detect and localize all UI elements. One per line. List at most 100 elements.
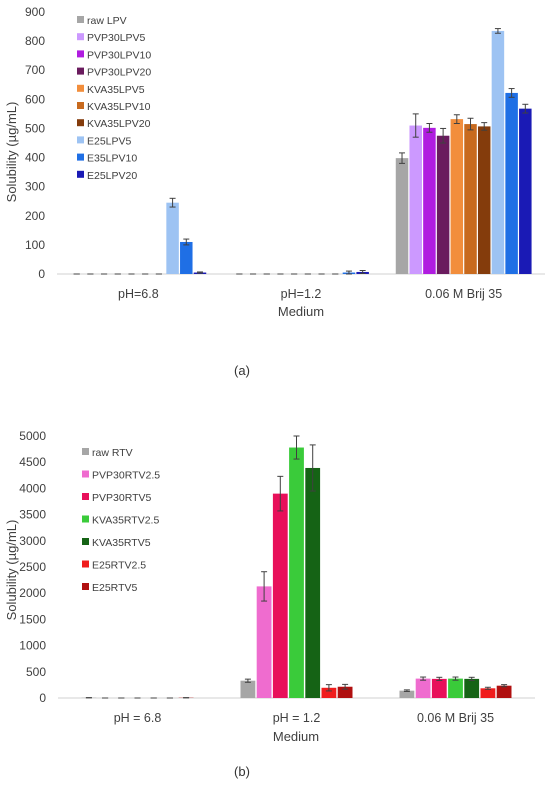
- error-bar: [452, 676, 459, 681]
- error-bar: [196, 271, 203, 274]
- error-bar: [277, 475, 284, 512]
- y-tick-label: 100: [25, 238, 45, 252]
- y-tick-label: 700: [25, 63, 45, 77]
- category-label: 0.06 M Brij 35: [417, 711, 494, 725]
- error-bar: [342, 683, 349, 690]
- legend-entry: PVP30LPV5: [87, 32, 146, 44]
- bar-b: [415, 678, 431, 698]
- y-tick-label: 1000: [19, 639, 46, 653]
- legend-swatch: [77, 50, 84, 58]
- legend-entry: PVP30LPV20: [87, 67, 151, 79]
- legend-entry: E35LPV10: [87, 153, 137, 165]
- legend-swatch: [77, 102, 84, 109]
- bar-a: [477, 126, 491, 274]
- error-bar: [244, 678, 251, 683]
- legend-swatch: [82, 493, 89, 500]
- y-tick-label: 500: [26, 665, 46, 679]
- error-bar: [468, 676, 475, 681]
- legend-swatch: [77, 67, 84, 75]
- error-bar: [403, 689, 410, 692]
- legend-swatch: [77, 33, 84, 41]
- y-tick-label: 3000: [19, 534, 46, 548]
- legend-entry: PVP30RTV5: [92, 492, 151, 504]
- chart-b: Solubility (µg/mL) Medium (b) 0 500 1000 15…: [4, 429, 535, 779]
- y-tick-label: 5000: [19, 429, 46, 443]
- bar-b: [337, 686, 353, 698]
- y-tick-label: 2000: [19, 586, 46, 600]
- bar-b: [399, 690, 415, 698]
- y-tick-label: 1500: [19, 612, 46, 626]
- y-axis-title-a: Solubility (µg/mL): [4, 102, 19, 203]
- y-tick-label: 200: [25, 209, 45, 223]
- legend: raw RTV PVP30RTV2.5 PVP30RTV5 KVA35RTV2.5 KV…: [82, 447, 160, 594]
- legend-swatch: [82, 470, 89, 478]
- y-tick-label: 900: [25, 5, 45, 19]
- bar-b: [272, 493, 288, 698]
- error-bar: [293, 435, 300, 460]
- category-label: pH=1.2: [281, 287, 322, 301]
- error-bar: [436, 676, 443, 681]
- legend-entry: KVA35RTV2.5: [92, 515, 159, 527]
- legend: raw LPV PVP30LPV5 PVP30LPV10 PVP30LPV20 KVA3…: [77, 15, 151, 182]
- legend-entry: E25RTV5: [92, 582, 137, 594]
- bar-a: [180, 241, 193, 274]
- legend-swatch: [77, 119, 84, 127]
- legend-swatch: [82, 538, 89, 545]
- caption-a: (a): [234, 363, 250, 378]
- legend-swatch: [77, 84, 84, 92]
- error-bar: [169, 197, 176, 208]
- y-tick-label: 3500: [19, 508, 46, 522]
- y-tick-label: 2500: [19, 560, 46, 574]
- bar-a: [519, 108, 532, 274]
- bar-a: [491, 30, 505, 274]
- error-bar: [325, 684, 332, 692]
- category-label: pH = 1.2: [273, 711, 321, 725]
- bar-a: [464, 124, 477, 274]
- bar-a: [409, 125, 422, 275]
- legend-entry: KVA35LPV5: [87, 84, 145, 96]
- legend-swatch: [82, 583, 89, 590]
- legend-entry: raw RTV: [92, 447, 133, 459]
- error-bar: [420, 676, 427, 681]
- error-bar: [522, 103, 529, 114]
- bar-a: [423, 127, 436, 275]
- error-bar: [481, 122, 488, 131]
- bar-b: [431, 678, 447, 698]
- legend-swatch: [77, 170, 84, 178]
- bar-a: [395, 158, 409, 274]
- bar-a: [166, 202, 179, 274]
- bar-a: [450, 119, 464, 274]
- error-bar: [494, 28, 501, 34]
- bar-b: [480, 688, 496, 698]
- legend-entry: PVP30LPV10: [87, 49, 151, 61]
- x-axis-title-b: Medium: [273, 729, 319, 744]
- error-bar: [426, 122, 433, 133]
- category-label: pH = 6.8: [114, 711, 162, 725]
- bar-a: [436, 135, 450, 274]
- y-tick-label: 0: [38, 267, 45, 281]
- legend-swatch: [77, 16, 84, 23]
- legend-entry: E25LPV5: [87, 135, 132, 147]
- legend-entry: PVP30RTV2.5: [92, 470, 160, 482]
- y-tick-label: 500: [25, 121, 45, 135]
- bar-b: [256, 586, 272, 698]
- category-label: 0.06 M Brij 35: [425, 287, 502, 301]
- y-tick-label: 300: [25, 180, 45, 194]
- legend-entry: E25LPV20: [87, 170, 137, 182]
- y-tick-label: 4000: [19, 481, 46, 495]
- y-tick-label: 4500: [19, 455, 46, 469]
- error-bar: [467, 117, 474, 131]
- bar-b: [240, 680, 256, 698]
- bar-a: [505, 92, 518, 274]
- y-axis-title-b: Solubility (µg/mL): [4, 520, 19, 621]
- legend-swatch: [82, 515, 89, 523]
- bar-b: [305, 467, 321, 698]
- bar-b: [289, 447, 304, 698]
- legend-swatch: [77, 136, 84, 144]
- legend-entry: E25RTV2.5: [92, 560, 146, 572]
- error-bar: [412, 113, 419, 138]
- chart-a: Solubility (µg/mL) Medium (a) 0 100 200 300…: [4, 5, 545, 378]
- error-bar: [484, 686, 491, 690]
- error-bar: [309, 444, 316, 492]
- error-bar: [183, 238, 190, 246]
